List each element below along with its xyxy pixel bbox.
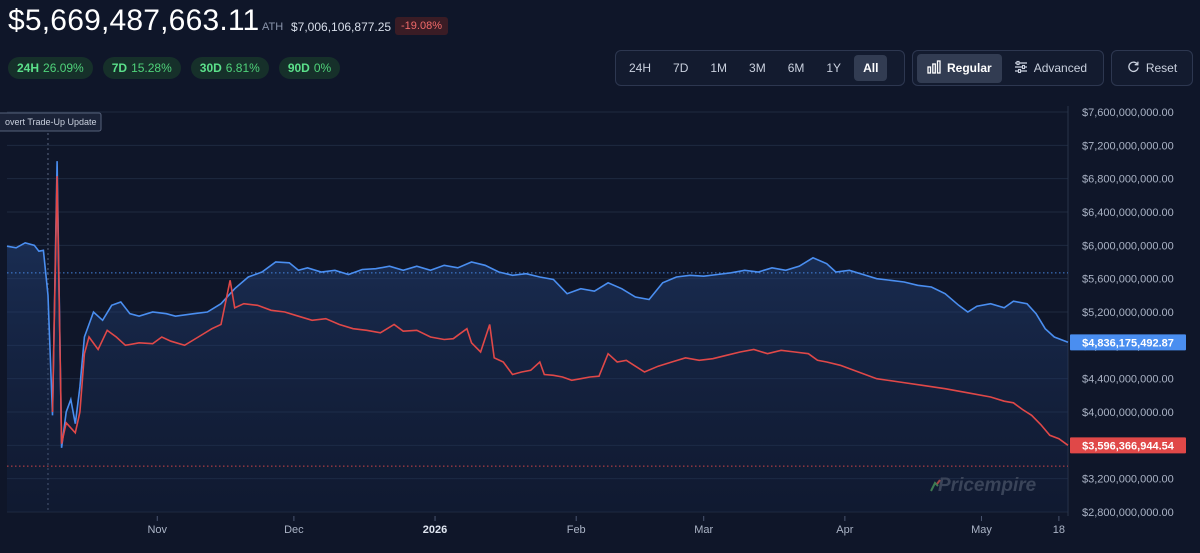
bar-chart-icon <box>927 59 941 77</box>
ath-label: ATH <box>262 21 284 33</box>
y-tick-label: $7,600,000,000.00 <box>1082 107 1174 119</box>
watermark-arrow-tip <box>936 479 941 485</box>
y-tick-label: $5,600,000,000.00 <box>1082 274 1174 286</box>
blue-series-line <box>6 161 1069 448</box>
x-tick-label: May <box>971 524 992 536</box>
y-tick-label: $6,400,000,000.00 <box>1082 207 1174 219</box>
last-value-label: $3,596,366,944.54 <box>1082 440 1175 452</box>
y-tick-label: $7,200,000,000.00 <box>1082 140 1174 152</box>
time-range-selector: 24H 7D 1M 3M 6M 1Y All <box>615 50 905 86</box>
x-axis: Nov Dec 2026 Feb Mar Apr May 18 <box>147 516 1065 536</box>
sliders-icon <box>1014 60 1028 77</box>
y-tick-label: $2,800,000,000.00 <box>1082 507 1174 519</box>
x-tick-label: Dec <box>284 524 304 536</box>
advanced-mode-label: Advanced <box>1033 61 1088 75</box>
portfolio-value: $5,669,487,663.11 <box>8 4 260 37</box>
range-button-1m[interactable]: 1M <box>710 61 728 75</box>
x-tick-label: Feb <box>567 524 586 536</box>
y-tick-label: $5,200,000,000.00 <box>1082 307 1174 319</box>
reset-button[interactable]: Reset <box>1111 50 1193 86</box>
last-value-badge <box>1070 437 1186 454</box>
x-tick-label: 18 <box>1053 524 1065 536</box>
y-tick-label: $6,800,000,000.00 <box>1082 174 1174 186</box>
y-tick-label: $4,000,000,000.00 <box>1082 407 1174 419</box>
change-chip-90d: 90D 0% <box>278 57 341 79</box>
red-series-line <box>51 176 1069 446</box>
reset-label: Reset <box>1145 61 1178 75</box>
x-tick-label: 2026 <box>423 524 447 536</box>
range-button-1y[interactable]: 1Y <box>826 61 842 75</box>
ath-value: $7,006,106,877.25 <box>291 20 392 34</box>
watermark-arrow <box>930 481 939 492</box>
last-value-badge <box>1070 334 1186 351</box>
watermark-logo-icon <box>930 479 941 492</box>
chart-mode-selector: Regular Advanced <box>912 50 1104 86</box>
x-tick-label: Nov <box>147 524 167 536</box>
change-chip-24h: 24H 26.09% <box>8 57 93 79</box>
regular-mode-button[interactable]: Regular <box>917 53 1002 83</box>
y-tick-label: $3,200,000,000.00 <box>1082 474 1174 486</box>
regular-mode-label: Regular <box>947 61 992 75</box>
watermark: Pricempire <box>938 475 1037 496</box>
refresh-icon <box>1127 60 1140 76</box>
range-button-24h[interactable]: 24H <box>629 61 652 75</box>
last-value-label: $4,836,175,492.87 <box>1082 337 1174 349</box>
range-button-3m[interactable]: 3M <box>749 61 766 75</box>
range-button-7d[interactable]: 7D <box>673 61 689 75</box>
range-button-6m[interactable]: 6M <box>787 61 805 75</box>
x-tick-label: Mar <box>694 524 713 536</box>
change-chips: 24H 26.09% 7D 15.28% 30D 6.81% 90D 0% <box>8 57 341 79</box>
last-value-badges: $4,836,175,492.87 $3,596,366,944.54 <box>1070 334 1186 454</box>
ath-change-badge: -19.08% <box>395 17 448 35</box>
change-chip-7d: 7D 15.28% <box>102 57 181 79</box>
x-tick-label: Apr <box>836 524 853 536</box>
event-label: overt Trade-Up Update <box>5 117 97 127</box>
advanced-mode-button[interactable]: Advanced <box>1004 54 1097 83</box>
reference-lines <box>7 272 1068 467</box>
range-button-all[interactable]: All <box>854 55 888 81</box>
y-axis: $7,600,000,000.00 $7,200,000,000.00 $6,800… <box>1067 106 1174 519</box>
event-label-box[interactable] <box>0 112 102 132</box>
change-chip-30d: 30D 6.81% <box>190 57 269 79</box>
y-tick-label: $6,000,000,000.00 <box>1082 240 1174 252</box>
blue-series-area <box>7 161 1068 512</box>
y-tick-label: $4,400,000,000.00 <box>1082 374 1174 386</box>
